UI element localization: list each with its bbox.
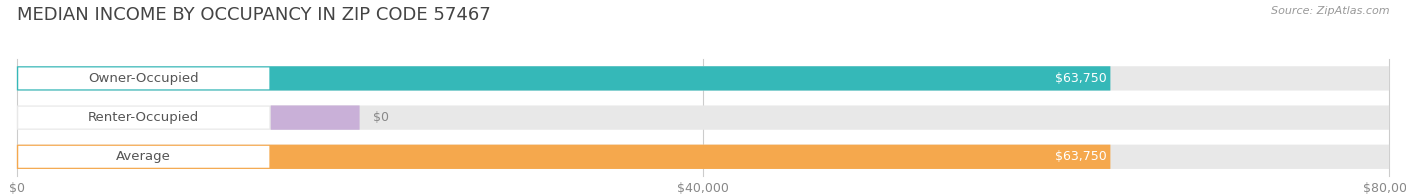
Text: Owner-Occupied: Owner-Occupied — [89, 72, 200, 85]
FancyBboxPatch shape — [17, 145, 1111, 169]
FancyBboxPatch shape — [17, 145, 1389, 169]
Text: MEDIAN INCOME BY OCCUPANCY IN ZIP CODE 57467: MEDIAN INCOME BY OCCUPANCY IN ZIP CODE 5… — [17, 6, 491, 24]
FancyBboxPatch shape — [17, 66, 1111, 91]
FancyBboxPatch shape — [17, 66, 1389, 91]
Text: $0: $0 — [374, 111, 389, 124]
FancyBboxPatch shape — [271, 105, 360, 130]
FancyBboxPatch shape — [18, 67, 270, 89]
Text: Source: ZipAtlas.com: Source: ZipAtlas.com — [1271, 6, 1389, 16]
FancyBboxPatch shape — [18, 107, 270, 129]
Text: Renter-Occupied: Renter-Occupied — [89, 111, 200, 124]
Text: Average: Average — [117, 150, 172, 163]
Text: $63,750: $63,750 — [1054, 72, 1107, 85]
FancyBboxPatch shape — [18, 146, 270, 168]
Text: $63,750: $63,750 — [1054, 150, 1107, 163]
FancyBboxPatch shape — [17, 105, 1389, 130]
